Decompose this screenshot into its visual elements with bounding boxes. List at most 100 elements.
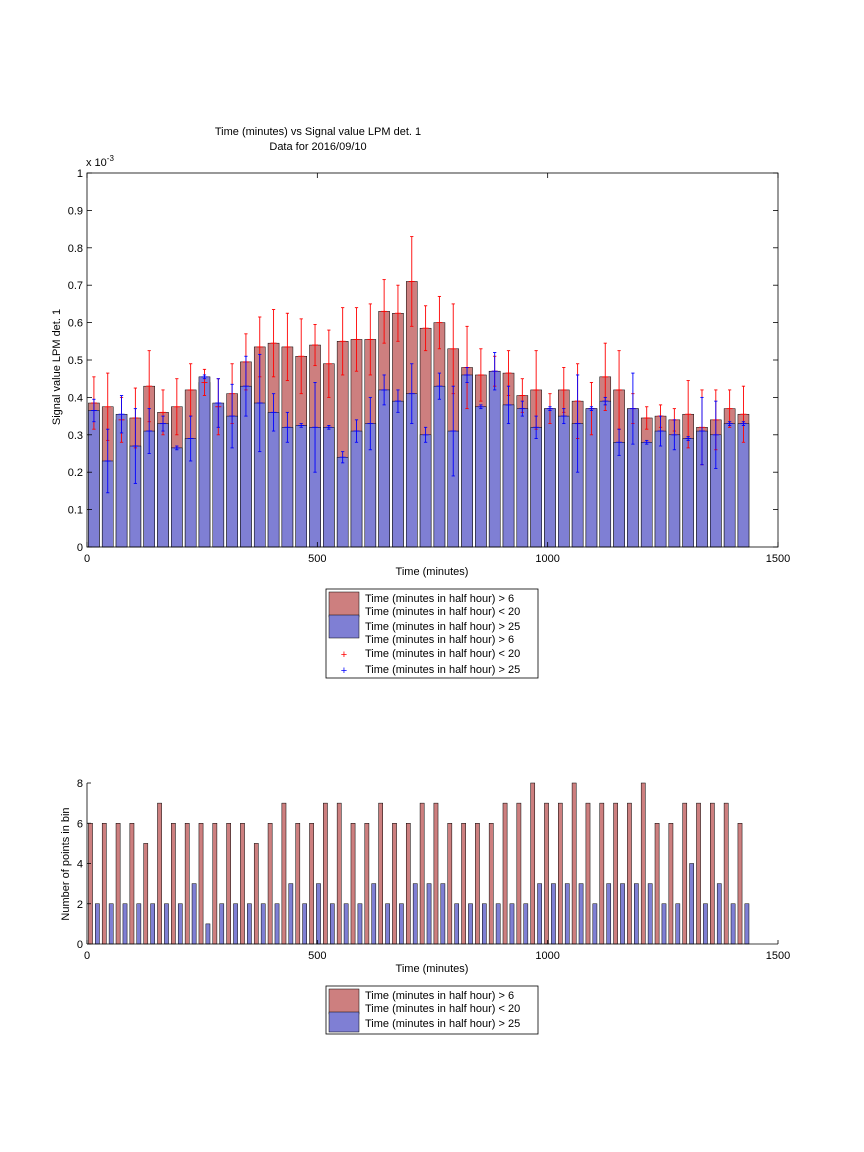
chart-1-errorbar bbox=[588, 406, 595, 411]
chart-1-bar bbox=[433, 385, 446, 548]
chart-2: 0 500 1000 1500 0 2 4 6 8 Time (minutes) Number … bbox=[60, 778, 790, 1035]
chart-1-errorbar bbox=[104, 428, 111, 494]
chart-1-errorbar bbox=[436, 372, 443, 400]
chart-2-bar bbox=[551, 883, 556, 945]
chart-2-bar bbox=[564, 883, 570, 945]
chart-1-errorbar bbox=[726, 389, 733, 428]
chart-1-legend-swatch-red-plus: + bbox=[341, 649, 347, 661]
chart-2-bar bbox=[212, 823, 218, 945]
chart-2-bar bbox=[115, 823, 121, 945]
chart-1-y-tick-label: 0.8 bbox=[68, 243, 83, 255]
chart-2-bar bbox=[710, 802, 715, 945]
chart-2-bar bbox=[399, 903, 404, 945]
chart-1-bar bbox=[723, 423, 736, 548]
chart-2-bar bbox=[336, 802, 342, 945]
chart-2-bar bbox=[288, 883, 294, 945]
chart-2-bar bbox=[357, 903, 363, 945]
chart-1-y-tick-label: 0.5 bbox=[68, 355, 83, 367]
chart-2-bar bbox=[101, 823, 107, 945]
chart-1-y-tick-label: 1 bbox=[77, 168, 83, 180]
chart-1-errorbar bbox=[477, 404, 484, 410]
chart-2-bar bbox=[482, 903, 487, 945]
chart-1-errorbar bbox=[408, 363, 415, 425]
chart-1-legend-label: Time (minutes in half hour) > 6 bbox=[365, 634, 514, 646]
chart-2-bar bbox=[405, 823, 411, 945]
chart-2-bar bbox=[675, 903, 681, 945]
chart-1-y-tick-label: 0.4 bbox=[68, 392, 83, 404]
chart-1-errorbar bbox=[187, 415, 194, 462]
chart-1-subtitle: Data for 2016/09/10 bbox=[269, 141, 366, 153]
chart-2-bar bbox=[558, 802, 563, 945]
chart-2-bar bbox=[488, 823, 494, 945]
chart-2-bar bbox=[295, 823, 301, 945]
chart-1-bar bbox=[530, 427, 542, 548]
chart-1-errorbar bbox=[339, 307, 346, 376]
chart-1-ticks: 0 500 1000 1500 0 0.1 0.2 0.3 0.4 0.5 0.6 0.7 0.8 0.9… bbox=[68, 168, 791, 565]
chart-1-errorbar bbox=[215, 378, 222, 428]
chart-1-errorbar bbox=[616, 428, 623, 456]
chart-2-bar bbox=[516, 802, 522, 945]
chart-2-bar bbox=[143, 843, 149, 945]
chart-1-errorbar bbox=[685, 436, 692, 441]
chart-2-bar bbox=[343, 903, 349, 945]
chart-1-errorbar bbox=[671, 419, 678, 451]
chart-2-bar bbox=[461, 823, 466, 945]
chart-1-errorbar bbox=[173, 445, 180, 451]
chart-1-legend-label: Time (minutes in half hour) > 25 bbox=[365, 621, 520, 633]
chart-1-errorbar bbox=[643, 439, 650, 445]
chart-2-bar bbox=[620, 883, 625, 945]
chart-1-bar bbox=[198, 376, 211, 548]
chart-2-bar bbox=[191, 883, 197, 945]
chart-1-bar bbox=[613, 442, 625, 548]
chart-2-bar bbox=[578, 883, 584, 945]
chart-1-errorbar bbox=[505, 385, 512, 425]
chart-1-y-tick-label: 0.6 bbox=[68, 318, 83, 330]
chart-2-bar bbox=[509, 903, 515, 945]
chart-2-y-tick-label: 0 bbox=[77, 939, 83, 951]
chart-1-errorbar bbox=[132, 408, 139, 484]
chart-2-bar bbox=[716, 883, 722, 945]
chart-1-bar bbox=[157, 423, 169, 548]
chart-2-y-tick-label: 6 bbox=[77, 818, 83, 830]
chart-1-legend-swatch-blue-patch bbox=[328, 614, 360, 639]
chart-1-errorbar bbox=[394, 389, 401, 413]
chart-2-bar bbox=[661, 903, 667, 945]
chart-2-bar bbox=[696, 802, 701, 945]
chart-2-bar bbox=[571, 782, 577, 945]
chart-2-y-label: Number of points in bin bbox=[60, 807, 72, 920]
chart-1-errorbar bbox=[160, 415, 167, 432]
chart-1-errorbar bbox=[464, 367, 471, 383]
chart-1-legend-label: Time (minutes in half hour) > 25 bbox=[365, 664, 520, 676]
chart-2-bar bbox=[205, 923, 211, 945]
chart-1-errorbar bbox=[740, 385, 747, 443]
chart-1-y-tick-label: 0 bbox=[77, 542, 83, 554]
chart-2-bar bbox=[544, 802, 549, 945]
chart-2-bar bbox=[364, 823, 370, 945]
chart-2-x-tick-label: 500 bbox=[308, 950, 326, 962]
chart-2-bar bbox=[108, 903, 114, 945]
chart-1-errorbar bbox=[229, 383, 236, 449]
chart-1-errorbar bbox=[422, 305, 429, 352]
chart-1-errorbar bbox=[422, 426, 429, 443]
chart-1-errorbar bbox=[270, 393, 277, 432]
chart-1-errorbar bbox=[325, 425, 332, 430]
chart-1-x-tick-label: 1000 bbox=[535, 553, 559, 565]
chart-2-bar bbox=[523, 903, 529, 945]
chart-1-bar bbox=[171, 447, 183, 548]
chart-2-x-tick-label: 1500 bbox=[766, 950, 790, 962]
chart-2-bar bbox=[371, 883, 377, 945]
chart-2-bar bbox=[606, 883, 612, 945]
chart-2-bar bbox=[537, 883, 542, 945]
chart-1-x-tick-label: 0 bbox=[84, 553, 90, 565]
chart-2-bar bbox=[730, 903, 736, 945]
chart-2-bar bbox=[323, 802, 328, 945]
chart-1-legend-swatch-blue-plus: + bbox=[341, 665, 347, 677]
chart-1-y-tick-label: 0.9 bbox=[68, 205, 83, 217]
chart-1-errorbar bbox=[325, 329, 332, 398]
chart-1-y-tick-label: 0.3 bbox=[68, 430, 83, 442]
chart-1-errorbar bbox=[533, 415, 540, 439]
chart-2-bar bbox=[627, 802, 632, 945]
chart-1-bar bbox=[668, 434, 681, 548]
chart-1-errorbar bbox=[367, 396, 374, 451]
chart-1-errorbar bbox=[657, 415, 664, 447]
